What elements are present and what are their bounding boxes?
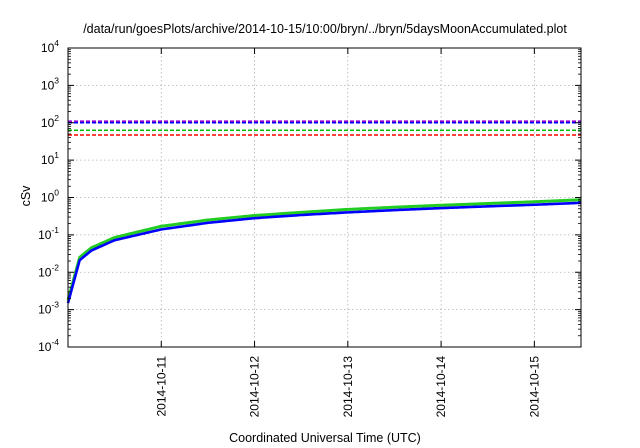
series-line bbox=[66, 198, 582, 301]
x-tick-labels: 2014-10-11 2014-10-12 2014-10-13 2014-10-14… bbox=[154, 356, 541, 418]
y-tick-label: 103 bbox=[41, 75, 59, 92]
y-tick-label: 104 bbox=[41, 38, 59, 55]
x-tick-label: 2014-10-15 bbox=[527, 356, 541, 418]
series-line bbox=[66, 201, 582, 304]
y-axis-label: cSv bbox=[19, 185, 33, 207]
grid-lines bbox=[68, 48, 581, 347]
y-tick-label: 10-3 bbox=[38, 300, 59, 317]
y-tick-label: 10-2 bbox=[38, 262, 59, 279]
x-tick-label: 2014-10-13 bbox=[341, 356, 355, 418]
y-tick-label: 100 bbox=[41, 188, 59, 205]
x-axis-label: Coordinated Universal Time (UTC) bbox=[229, 431, 421, 445]
series-lines bbox=[66, 198, 582, 304]
chart-title: /data/run/goesPlots/archive/2014-10-15/1… bbox=[83, 22, 567, 36]
x-tick-label: 2014-10-14 bbox=[434, 356, 448, 418]
y-tick-label: 102 bbox=[41, 113, 59, 130]
y-tick-labels: 10-4 10-3 10-2 10-1 100 101 102 103 104 bbox=[38, 38, 59, 354]
x-tick-label: 2014-10-12 bbox=[248, 356, 262, 418]
x-tick-label: 2014-10-11 bbox=[154, 356, 168, 417]
threshold-lines bbox=[68, 120, 581, 136]
axis-ticks bbox=[68, 47, 581, 348]
y-tick-label: 10-1 bbox=[38, 225, 59, 242]
y-tick-label: 101 bbox=[41, 150, 59, 167]
y-tick-label: 10-4 bbox=[38, 337, 59, 354]
